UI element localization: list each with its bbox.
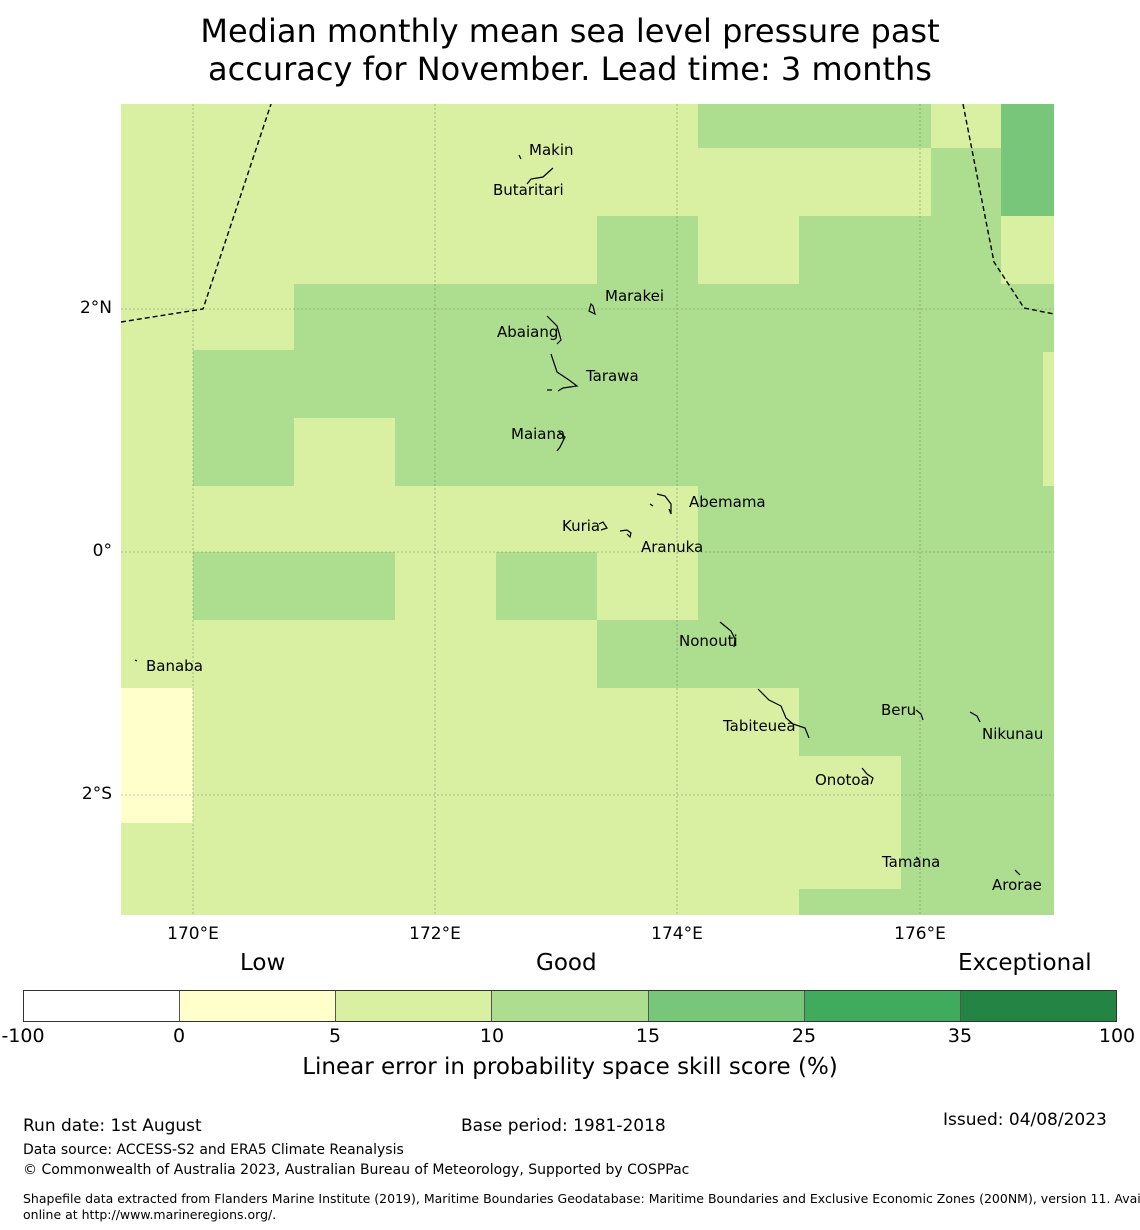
skill-cell [799,889,1054,915]
x-tick-170e: 170°E [167,924,219,944]
label-abaiang: Abaiang [497,323,559,341]
base-period: Base period: 1981-2018 [461,1116,666,1136]
colorbar-segment [804,991,961,1021]
nikunau-outline [969,711,981,723]
label-abemama: Abemama [689,493,766,511]
legend-category-low: Low [240,950,286,976]
skill-cell [698,552,1054,620]
skill-cell [799,216,1001,284]
skill-cell [496,486,698,554]
legend-category-good: Good [536,950,597,976]
run-date: Run date: 1st August [23,1116,202,1136]
label-maiana: Maiana [511,425,566,443]
abemama-outline [656,493,672,515]
y-tick-0: 0° [92,541,112,561]
label-beru: Beru [881,701,917,719]
arorae-outline [1014,869,1021,876]
label-onotoa: Onotoa [815,771,870,789]
colorbar-label: Linear error in probability space skill … [302,1054,838,1080]
title-line-2: accuracy for November. Lead time: 3 mont… [208,50,932,88]
chart-title: Median monthly mean sea level pressure p… [0,12,1140,88]
label-tamana: Tamana [882,853,941,871]
tarawa-outline [550,353,579,392]
kuria-outline [598,521,608,531]
marakei-outline [588,302,596,316]
label-kuria: Kuria [562,517,601,535]
shapefile-credit-line-1: Shapefile data extracted from Flanders M… [23,1191,1140,1206]
colorbar-tick: 25 [791,1025,817,1047]
colorbar-segment [336,991,493,1021]
label-marakei: Marakei [605,287,665,305]
x-tick-172e: 172°E [409,924,461,944]
colorbar-tick: -100 [1,1025,45,1047]
skill-map [121,104,1054,915]
tamana-outline [915,856,920,860]
x-tick-176e: 176°E [894,924,946,944]
colorbar-tick: 10 [479,1025,505,1047]
skill-cell [799,688,1054,756]
colorbar-tick: 5 [328,1025,342,1047]
abemama-islet [649,503,654,507]
colorbar-segment [960,991,1116,1021]
colorbar-tick: 15 [635,1025,661,1047]
skill-cell [698,284,1054,352]
label-banaba: Banaba [146,657,203,675]
eez-boundary [121,104,1054,323]
skill-cell [698,486,1054,554]
label-nikunau: Nikunau [982,725,1044,743]
beru-outline [915,709,924,721]
colorbar-tick: 100 [1098,1025,1136,1047]
maiana-outline [556,431,566,452]
data-source: Data source: ACCESS-S2 and ERA5 Climate … [23,1142,404,1158]
aranuka-outline [619,529,632,539]
y-tick-2n: 2°N [79,298,112,318]
map-canvas [121,104,1054,915]
skill-cell [294,418,395,553]
colorbar-tick: 0 [172,1025,186,1047]
legend-category-exceptional: Exceptional [958,950,1092,976]
skill-cell [698,104,931,148]
colorbar-segment [648,991,805,1021]
island-outlines [134,154,1021,876]
abaiang-outline [546,315,562,345]
banaba-outline [134,659,138,662]
colorbar-tick: 35 [947,1025,973,1047]
colorbar-segment [24,991,181,1021]
label-makin: Makin [529,141,574,159]
label-butaritari: Butaritari [493,181,564,199]
skill-cell [597,620,1054,688]
skill-cell [294,284,699,352]
skill-cell [1001,104,1054,216]
gridlines [121,104,1054,915]
colorbar-segment [492,991,649,1021]
skill-cell [496,552,597,620]
nonouti-outline [719,621,736,648]
skill-cell [597,216,698,284]
shapefile-credit: Shapefile data extracted from Flanders M… [23,1191,1140,1223]
colorbar [23,990,1117,1022]
tabiteuea-outline [757,688,810,739]
label-tabiteuea: Tabiteuea [723,717,796,735]
skill-cell [193,552,395,620]
copyright: © Commonwealth of Australia 2023, Austra… [23,1162,690,1178]
y-tick-2s: 2°S [81,784,112,804]
makin-outline [518,154,522,160]
label-tarawa: Tarawa [586,367,639,385]
colorbar-segment [180,991,337,1021]
skill-cell [901,755,1054,889]
x-tick-174e: 174°E [651,924,703,944]
label-nonouti: Nonouti [679,632,738,650]
skill-cell [121,688,193,823]
butaritari-outline [526,167,554,185]
title-line-1: Median monthly mean sea level pressure p… [200,12,940,50]
onotoa-outline [861,767,874,785]
issued-date: Issued: 04/08/2023 [943,1110,1107,1130]
label-arorae: Arorae [992,876,1042,894]
shapefile-credit-line-2: online at http://www.marineregions.org/. [23,1207,277,1222]
skill-cell [931,148,1001,216]
label-aranuka: Aranuka [641,538,704,556]
skill-grid [121,104,1054,915]
